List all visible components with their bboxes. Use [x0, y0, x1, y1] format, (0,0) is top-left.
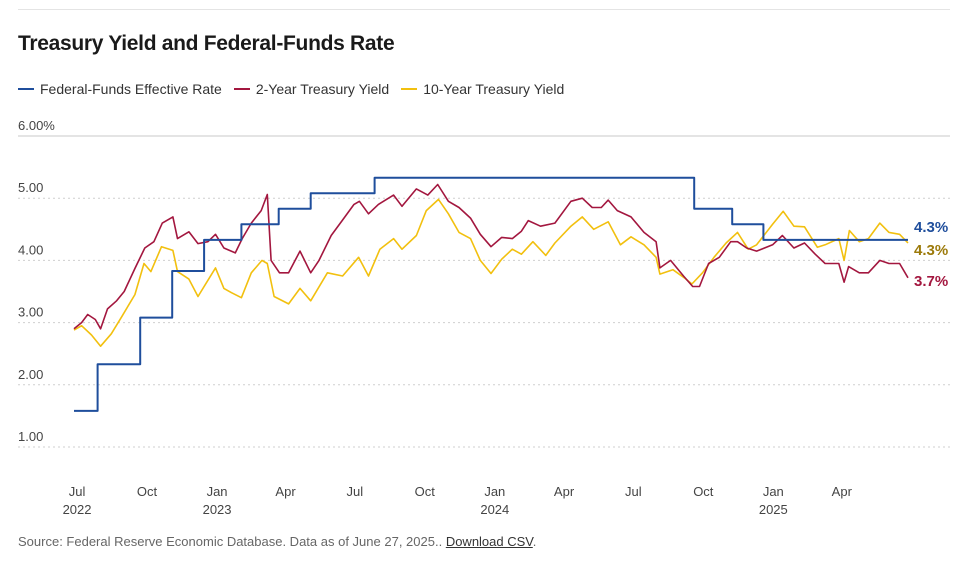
- x-tick-label: Jan: [207, 484, 228, 499]
- x-tick-label: Jan: [763, 484, 784, 499]
- series-line-fed-funds: [74, 176, 908, 412]
- source-note: Source: Federal Reserve Economic Databas…: [18, 534, 536, 549]
- legend-label-2yr: 2-Year Treasury Yield: [255, 81, 390, 97]
- legend-swatch-10yr: [401, 88, 418, 90]
- x-tick-year-label: 2025: [759, 502, 788, 517]
- x-tick-label: Oct: [137, 484, 158, 499]
- x-tick-label: Jan: [484, 484, 505, 499]
- x-tick-year-label: 2022: [63, 502, 92, 517]
- y-tick-label: 1.00: [18, 429, 43, 444]
- x-tick-year-label: 2024: [480, 502, 509, 517]
- y-tick-label: 6.00%: [18, 118, 55, 133]
- source-suffix: .: [532, 534, 537, 549]
- x-tick-label: Jul: [346, 484, 363, 499]
- x-tick-label: Jul: [625, 484, 642, 499]
- series-line-2yr: [73, 183, 909, 330]
- source-text: Source: Federal Reserve Economic Databas…: [18, 534, 443, 549]
- end-label-2yr: 3.7%: [914, 273, 948, 290]
- legend-item-2yr: 2-Year Treasury Yield: [233, 81, 390, 97]
- y-tick-label: 4.00: [18, 242, 43, 257]
- label-layer: 4.3% 4.3% 3.7%: [914, 219, 948, 290]
- download-csv-link[interactable]: Download CSV: [445, 534, 533, 549]
- legend-label-fed-funds: Federal-Funds Effective Rate: [40, 81, 222, 97]
- x-tick-label: Jul: [69, 484, 86, 499]
- x-tick-label: Oct: [693, 484, 714, 499]
- x-tick-label: Apr: [554, 484, 575, 499]
- y-tick-label: 2.00: [18, 367, 43, 382]
- y-tick-label: 5.00: [18, 180, 43, 195]
- x-tick-year-label: 2023: [203, 502, 232, 517]
- series-layer: [73, 176, 909, 412]
- legend: Federal-Funds Effective Rate 2-Year Trea…: [18, 80, 576, 98]
- line-chart: 6.00% 5.00 4.00 3.00 2.00 1.00 Jul 2022 Oct Jan 20…: [18, 118, 950, 517]
- grid-layer: 6.00% 5.00 4.00 3.00 2.00 1.00 Jul 2022 Oct Jan 20…: [18, 118, 950, 517]
- end-label-10yr: 4.3%: [914, 242, 948, 259]
- end-label-fed-funds: 4.3%: [914, 219, 948, 236]
- chart-title: Treasury Yield and Federal-Funds Rate: [18, 32, 395, 55]
- legend-label-10yr: 10-Year Treasury Yield: [423, 81, 565, 97]
- series-line-10yr: [73, 198, 909, 347]
- x-tick-label: Oct: [415, 484, 436, 499]
- legend-item-10yr: 10-Year Treasury Yield: [401, 81, 564, 97]
- x-tick-label: Apr: [832, 484, 853, 499]
- x-tick-label: Apr: [275, 484, 296, 499]
- y-tick-label: 3.00: [18, 305, 43, 320]
- legend-swatch-fed-funds: [18, 88, 34, 90]
- top-rule: [18, 9, 950, 10]
- legend-swatch-2yr: [233, 88, 250, 90]
- legend-item-fed-funds: Federal-Funds Effective Rate: [18, 81, 222, 97]
